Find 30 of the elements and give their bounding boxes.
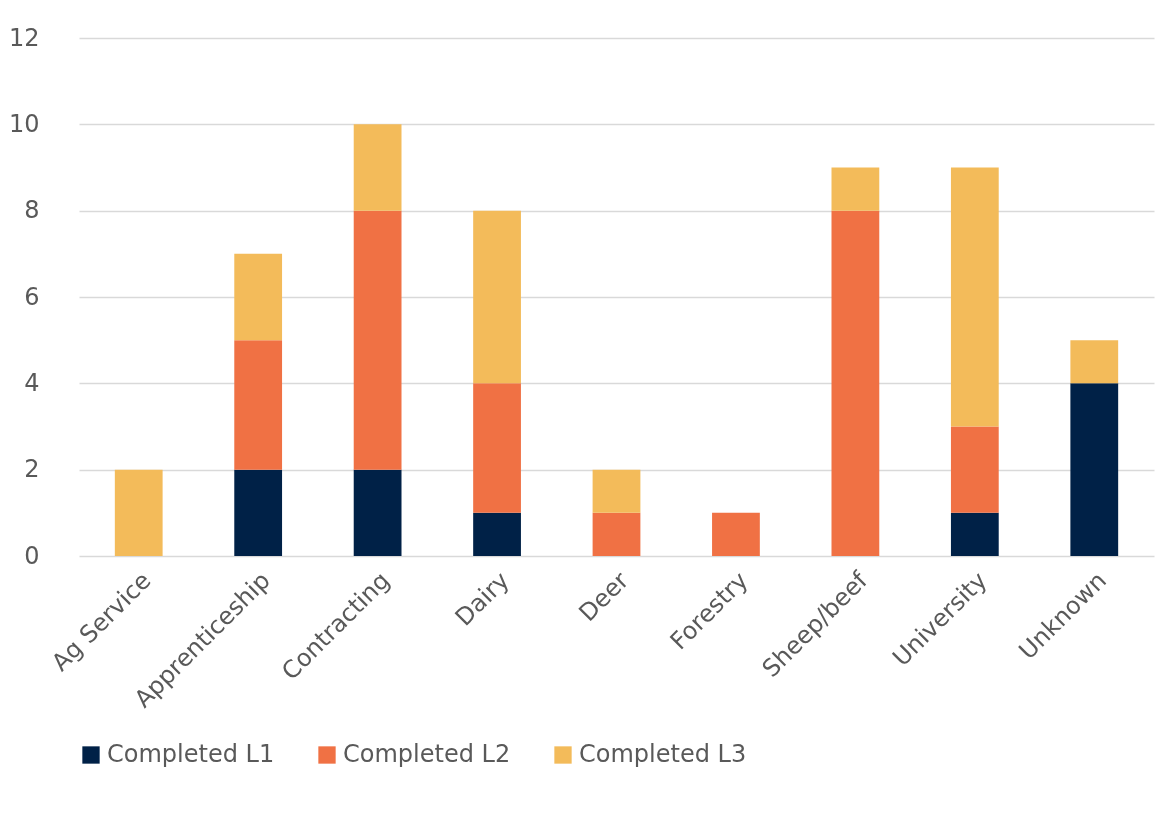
bar — [353, 124, 402, 211]
bar — [473, 512, 521, 556]
bar — [831, 167, 880, 211]
y-tick-label: 10 — [8, 109, 40, 138]
bar — [353, 469, 402, 556]
bar — [592, 512, 641, 556]
bar — [353, 210, 402, 470]
y-tick-label: 12 — [8, 23, 40, 52]
bar — [592, 469, 641, 513]
legend-label: Completed L2 — [343, 740, 511, 768]
bar — [114, 469, 163, 556]
bar — [234, 253, 283, 341]
bar — [1070, 383, 1119, 556]
bar — [712, 512, 760, 556]
bar — [950, 426, 999, 513]
y-tick-label: 6 — [24, 282, 40, 311]
y-tick-label: 2 — [24, 455, 40, 484]
bar — [234, 340, 283, 470]
y-tick-label: 0 — [24, 541, 40, 570]
bar — [234, 469, 283, 556]
bar — [1070, 340, 1119, 384]
bar — [950, 167, 999, 427]
bar — [950, 512, 999, 556]
bar — [473, 210, 521, 384]
y-tick-label: 4 — [24, 368, 40, 397]
y-tick-label: 8 — [24, 196, 40, 225]
legend-label: Completed L3 — [579, 740, 747, 768]
bar — [473, 383, 521, 513]
bar — [831, 210, 880, 556]
legend-label: Completed L1 — [107, 740, 275, 768]
